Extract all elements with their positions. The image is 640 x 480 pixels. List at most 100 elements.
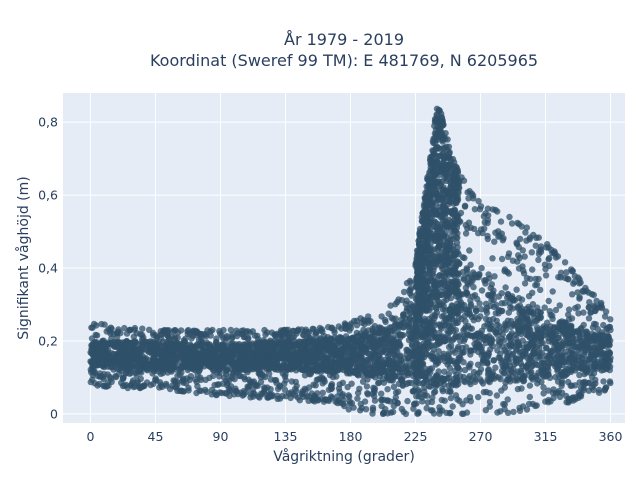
data-point (595, 360, 602, 367)
data-point (478, 346, 485, 353)
data-point (404, 323, 412, 331)
data-point (273, 357, 280, 364)
data-point (108, 325, 115, 332)
data-point (436, 272, 443, 279)
data-point (371, 350, 378, 357)
data-point (245, 348, 252, 355)
data-point (533, 281, 541, 288)
data-point (139, 325, 146, 332)
data-point (445, 374, 452, 381)
data-point (326, 344, 333, 351)
data-point (461, 378, 469, 386)
data-point (592, 321, 599, 328)
data-point (375, 379, 383, 386)
data-point (295, 360, 302, 367)
data-point (515, 243, 523, 251)
data-point (591, 303, 598, 311)
data-point (143, 379, 151, 386)
data-point (402, 300, 410, 308)
data-point (514, 219, 521, 227)
data-point (131, 326, 138, 334)
data-point (371, 397, 379, 404)
data-point (253, 381, 260, 389)
data-point (424, 399, 431, 406)
data-points (87, 105, 614, 418)
data-point (504, 268, 511, 276)
data-point (561, 274, 569, 282)
data-point (388, 314, 395, 321)
data-point (487, 346, 494, 353)
data-point (549, 288, 556, 295)
data-point (604, 337, 612, 344)
data-point (570, 280, 577, 287)
data-point (161, 364, 169, 371)
data-point (537, 314, 544, 322)
data-point (378, 396, 385, 403)
data-point (478, 264, 485, 272)
data-point (532, 334, 539, 342)
data-point (111, 343, 118, 350)
data-point (606, 323, 614, 331)
data-point (136, 349, 143, 356)
data-point (429, 350, 436, 357)
data-point (482, 315, 490, 323)
data-point (380, 379, 388, 386)
data-point (580, 288, 587, 295)
data-point (454, 396, 461, 403)
data-point (489, 255, 496, 262)
data-point (449, 347, 457, 354)
data-point (597, 301, 604, 308)
data-point (384, 386, 391, 393)
data-point (551, 344, 558, 351)
data-point (267, 386, 274, 393)
data-point (475, 393, 482, 401)
data-point (441, 273, 448, 280)
data-point (513, 286, 520, 293)
data-point (535, 234, 542, 241)
data-point (581, 359, 588, 367)
data-point (526, 393, 533, 401)
data-point (565, 306, 573, 313)
data-point (183, 358, 190, 365)
data-point (523, 224, 530, 231)
data-point (482, 280, 489, 287)
data-point (335, 323, 342, 330)
data-point (202, 376, 209, 383)
data-point (494, 409, 501, 416)
data-point (574, 303, 581, 310)
data-point (558, 382, 565, 389)
data-point (580, 386, 587, 394)
data-point (226, 352, 233, 359)
data-point (590, 333, 598, 340)
data-point (479, 380, 487, 387)
data-point (319, 389, 326, 396)
data-point (165, 349, 172, 357)
data-point (185, 326, 192, 334)
data-point (499, 331, 506, 338)
data-point (533, 402, 540, 409)
data-point (329, 351, 336, 358)
data-point (279, 349, 287, 356)
data-point (260, 339, 267, 346)
data-point (346, 322, 354, 329)
data-point (605, 355, 612, 362)
data-point (227, 358, 235, 366)
data-point (478, 306, 485, 313)
data-point (371, 363, 378, 370)
data-point (597, 339, 604, 347)
data-point (423, 405, 430, 412)
data-point (577, 393, 585, 400)
data-point (533, 329, 541, 337)
data-point (245, 334, 252, 342)
data-point (428, 328, 436, 335)
data-point (519, 328, 526, 335)
data-point (177, 327, 185, 334)
data-point (585, 315, 593, 322)
data-point (575, 310, 582, 317)
data-point (391, 341, 399, 349)
data-point (411, 400, 418, 407)
data-point (308, 343, 315, 351)
data-point (304, 329, 311, 336)
data-point (422, 332, 429, 339)
data-point (542, 398, 549, 405)
